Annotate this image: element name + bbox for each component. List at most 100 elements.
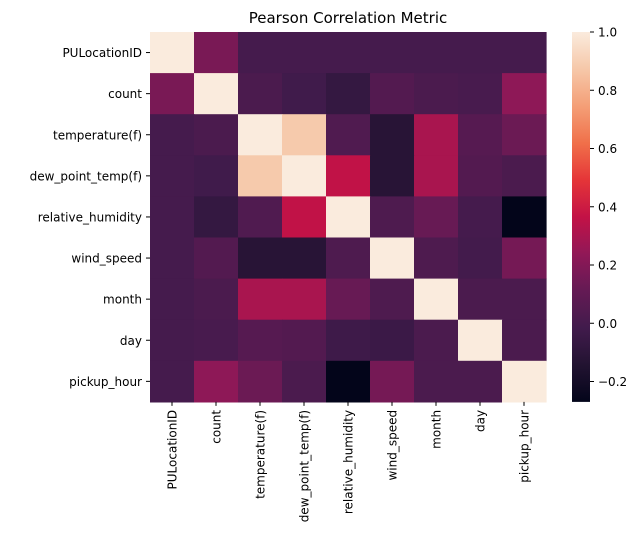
y-tick-label: wind_speed	[71, 252, 142, 266]
heatmap-cell	[326, 278, 371, 321]
x-tick-label: dew_point_temp(f)	[298, 410, 312, 522]
heatmap-cell	[502, 32, 547, 74]
heatmap-cell	[194, 114, 239, 156]
heatmap-cell	[458, 237, 503, 280]
colorbar-tick-label: 0.6	[598, 142, 617, 156]
heatmap-cell	[238, 319, 283, 362]
heatmap-cell	[370, 237, 415, 280]
heatmap-cell	[238, 237, 283, 280]
colorbar-tick-label: 1.0	[598, 26, 617, 40]
x-tick-label: PULocationID	[166, 410, 180, 490]
heatmap-cell	[458, 278, 503, 321]
heatmap-cell	[370, 196, 415, 239]
heatmap-cell	[502, 319, 547, 362]
heatmap-cells	[150, 32, 547, 403]
heatmap-cell	[282, 237, 327, 280]
heatmap-cell	[414, 319, 459, 362]
heatmap-cell	[194, 32, 239, 74]
heatmap-cell	[502, 196, 547, 239]
heatmap-cell	[370, 278, 415, 321]
heatmap-cell	[282, 196, 327, 239]
heatmap-cell	[502, 155, 547, 197]
x-tick-label: count	[210, 410, 224, 444]
heatmap-cell	[194, 319, 239, 362]
heatmap-cell	[194, 155, 239, 197]
heatmap-cell	[194, 73, 239, 115]
heatmap-cell	[282, 360, 327, 403]
x-tick-label: temperature(f)	[254, 410, 268, 499]
heatmap-cell	[370, 114, 415, 156]
heatmap-cell	[414, 196, 459, 239]
heatmap-cell	[326, 155, 371, 197]
heatmap-cell	[326, 237, 371, 280]
heatmap-cell	[370, 155, 415, 197]
colorbar-tick-label: 0.4	[598, 200, 617, 214]
heatmap-cell	[282, 114, 327, 156]
y-tick-label: month	[103, 293, 142, 307]
heatmap-cell	[370, 32, 415, 74]
heatmap-cell	[414, 360, 459, 403]
heatmap-cell	[150, 32, 195, 74]
y-tick-label: pickup_hour	[69, 375, 142, 389]
heatmap-cell	[150, 196, 195, 239]
heatmap-cell	[502, 114, 547, 156]
heatmap-cell	[238, 155, 283, 197]
y-tick-labels: PULocationID count temperature(f) dew_point…	[30, 46, 150, 389]
heatmap-cell	[502, 73, 547, 115]
x-tick-label: pickup_hour	[518, 410, 532, 483]
colorbar-tick-label: 0.8	[598, 84, 617, 98]
heatmap-cell	[282, 32, 327, 74]
y-tick-label: count	[108, 87, 142, 101]
heatmap-cell	[414, 237, 459, 280]
heatmap-cell	[502, 360, 547, 403]
heatmap-cell	[370, 319, 415, 362]
y-tick-label: day	[120, 334, 142, 348]
heatmap-cell	[458, 114, 503, 156]
heatmap-cell	[414, 278, 459, 321]
heatmap-cell	[458, 32, 503, 74]
heatmap-cell	[458, 360, 503, 403]
colorbar-tick-label: 0.2	[598, 259, 617, 273]
heatmap-cell	[326, 319, 371, 362]
heatmap-cell	[194, 237, 239, 280]
colorbar: 1.0 0.8 0.6 0.4 0.2 0.0 −0.2	[572, 26, 627, 402]
x-tick-label: relative_humidity	[342, 410, 356, 514]
x-tick-labels: PULocationID count temperature(f) dew_point…	[166, 401, 532, 522]
heatmap-cell	[150, 278, 195, 321]
colorbar-tick-label: −0.2	[598, 375, 627, 389]
x-tick-label: day	[474, 410, 488, 432]
colorbar-gradient	[572, 32, 590, 402]
heatmap-cell	[238, 114, 283, 156]
heatmap-cell	[282, 155, 327, 197]
heatmap-cell	[326, 196, 371, 239]
heatmap-cell	[502, 278, 547, 321]
heatmap-cell	[414, 73, 459, 115]
heatmap-cell	[502, 237, 547, 280]
heatmap-cell	[326, 114, 371, 156]
heatmap-cell	[370, 360, 415, 403]
heatmap-cell	[238, 360, 283, 403]
heatmap-cell	[238, 278, 283, 321]
heatmap-cell	[326, 360, 371, 403]
heatmap-cell	[458, 196, 503, 239]
chart-title: Pearson Correlation Metric	[249, 9, 447, 27]
y-tick-label: dew_point_temp(f)	[30, 169, 142, 183]
heatmap-cell	[194, 278, 239, 321]
heatmap-cell	[458, 73, 503, 115]
heatmap-cell	[282, 278, 327, 321]
heatmap-cell	[150, 114, 195, 156]
y-tick-label: temperature(f)	[53, 128, 142, 142]
heatmap-cell	[150, 155, 195, 197]
heatmap-cell	[326, 32, 371, 74]
heatmap-cell	[150, 237, 195, 280]
heatmap-cell	[458, 155, 503, 197]
heatmap-cell	[150, 73, 195, 115]
x-tick-label: month	[430, 410, 444, 449]
heatmap-cell	[238, 196, 283, 239]
y-tick-label: relative_humidity	[38, 210, 142, 224]
colorbar-tick-label: 0.0	[598, 317, 617, 331]
heatmap-cell	[282, 319, 327, 362]
heatmap-cell	[194, 360, 239, 403]
heatmap-cell	[370, 73, 415, 115]
